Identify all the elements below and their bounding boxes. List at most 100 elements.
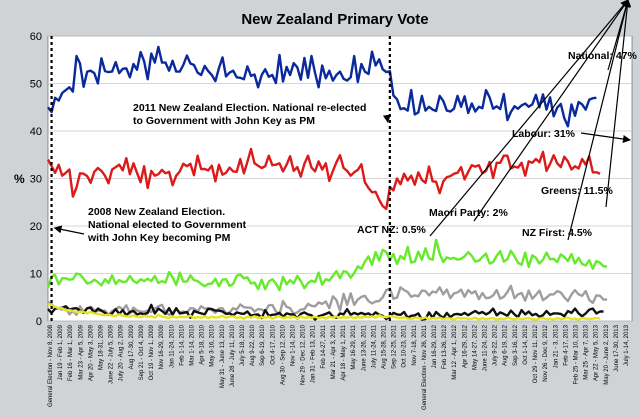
y-tick-label: 60 [30,31,42,43]
x-tick-label: Feb 16 - Mar 1, 2009 [68,324,74,381]
x-tick-label: Nov 29 - Dec 12, 2010 [301,324,307,385]
x-tick-label: Nov 7-18, 2011 [412,324,418,365]
y-axis-label: % [14,172,25,186]
grid [48,35,632,322]
series-line-labour [46,147,601,211]
annotation-arrow [567,0,631,241]
x-tick-label: Mar 1-14, 2010 [189,324,195,365]
y-axis: 0 10 20 30 40 50 60 [30,31,42,328]
x-tick-label: Jan 31 - Feb 13, 2011 [311,324,317,383]
annotations: 2011 New Zealand Election. National re-e… [53,0,638,244]
x-tick-label: May 3-16, 2010 [210,324,216,366]
x-tick-label: Sep 21 - Oct 4, 2009 [139,324,145,380]
x-tick-label: Feb 13-26, 2012 [442,324,448,369]
annotation-greens: Greens: 11.5% [541,0,632,208]
x-tick-label: June 13-26, 2011 [361,324,367,371]
annotation-text: to Government with John Key as PM [133,115,315,127]
annotation-nz-first: NZ First: 4.5% [522,0,631,241]
x-tick-label: Oct 4-17, 2010 [270,324,276,364]
x-tick-label: Sep 3-16, 2012 [513,324,519,366]
series-line-national [47,45,597,128]
annotation-arrow [53,225,85,235]
x-tick-label: Sep 12-25, 2011 [392,324,398,369]
annotation-text: NZ First: 4.5% [522,227,593,239]
x-tick-label: May 31 - June 13, 2010 [220,324,226,388]
x-tick-label: July 1-14, 2013 [624,324,630,366]
x-tick-label: Mar 12 - Apr 1, 2012 [452,324,458,379]
x-tick-label: July 20 - Aug 2, 2009 [119,324,125,381]
x-tick-label: Oct 1-14, 2012 [523,324,529,364]
x-tick-label: July 5-18, 2010 [240,324,246,366]
x-tick-label: Feb 14-27, 2011 [321,324,327,368]
series-line-act-nz [47,302,601,321]
annotation-2011-election: 2011 New Zealand Election. National re-e… [133,102,391,127]
x-tick-label: Apr 5-18, 2010 [200,324,206,364]
x-tick-label: Oct 29 - Nov 11, 2012 [533,324,539,383]
x-tick-label: June 17-30, 2013 [614,324,620,371]
annotation-text: Maori Party: 2% [429,207,508,219]
annotation-arrow [605,0,632,208]
annotation-arrow [429,0,629,237]
x-tick-label: Aug 15-28, 2011 [381,324,387,369]
annotation-text: National elected to Government [88,219,247,231]
x-tick-label: Jan 21 - 3, 2013 [553,324,559,368]
x-tick-label: Feb 1-14, 2010 [179,324,185,365]
series-line-greens [46,238,608,292]
x-tick-label: Mar 23 - Apr 5, 2009 [78,324,84,379]
x-tick-label: Nov 16-29, 2009 [159,324,165,369]
annotation-labour: Labour: 31% [512,128,631,143]
x-tick-label: Aug 6-19, 2012 [503,324,509,366]
x-tick-label: Nov 26 - Dec 9, 2012 [543,324,549,381]
y-tick-label: 10 [30,269,42,281]
x-tick-label: Feb 4-17, 2013 [563,324,569,365]
annotation-act-nz: ACT NZ: 0.5% [357,0,629,237]
x-tick-label: Sep 6-19, 2010 [260,324,266,366]
annotation-text: National: 47% [568,50,638,62]
x-tick-label: June 22 - July 5, 2009 [109,324,115,384]
annotation-2008-election: 2008 New Zealand Election.National elect… [53,206,247,244]
annotation-arrow [473,0,629,222]
x-tick-label: Mar 25 - Apr 7, 2013 [584,324,590,379]
annotation-text: 2008 New Zealand Election. [88,206,225,218]
y-tick-label: 0 [36,316,42,328]
series-group [46,45,608,321]
x-tick-label: Apr 20 - May 3, 2009 [88,324,94,381]
x-tick-label: General Election - Nov 26, 2011 [422,324,428,410]
x-tick-label: July 9-22, 2012 [493,324,499,366]
y-tick-label: 40 [30,126,42,138]
y-tick-label: 20 [30,221,42,233]
y-tick-label: 30 [30,174,42,186]
x-tick-label: Aug 9-22, 2010 [250,324,256,366]
x-tick-label: Mar 21 - Apr 3, 2011 [331,324,337,379]
x-tick-label: Apr 22 - May 5, 2013 [594,324,600,381]
x-tick-label: Jan 19 - Feb 1, 2009 [58,324,64,380]
x-tick-label: Aug 17-30, 2009 [129,324,135,369]
x-tick-label: May 16-29, 2011 [351,324,357,369]
annotation-text: with John Key becoming PM [87,232,231,244]
x-tick-label: Jan 16-29, 2012 [432,324,438,368]
x-tick-label: June 11-24, 2012 [483,324,489,371]
x-tick-label: May 18-31, 2009 [99,324,105,370]
x-tick-label: May 20 - June 2, 2013 [604,324,610,384]
x-tick-label: Feb 25 - Mar 10, 2013 [573,324,579,384]
x-tick-label: Jan 11-24, 2010 [169,324,175,368]
x-tick-label: Oct 10-23, 2011 [402,324,408,367]
x-tick-label: General Election - Nov 8, 2008 [48,324,54,407]
annotation-arrow [382,114,391,123]
annotation-maori-party: Maori Party: 2% [429,0,629,222]
annotation-arrow [580,132,631,143]
x-tick-label: Nov 1-14, 2010 [291,324,297,366]
x-tick-label: Apr 18 - May 1, 2011 [341,324,347,380]
x-tick-label: Oct 19 - Nov 1, 2009 [149,324,155,380]
series-line-nz-first [47,284,608,316]
x-tick-label: July 11-24, 2011 [371,324,377,368]
annotation-text: Greens: 11.5% [541,185,613,197]
annotation-text: 2011 New Zealand Election. National re-e… [133,102,366,114]
x-tick-label: Apr 16-29, 2012 [462,324,468,368]
annotation-text: Labour: 31% [512,128,576,140]
x-tick-label: Aug 30 - Sep 12, 2010 [280,324,286,385]
chart-title: New Zealand Primary Vote [241,11,428,28]
annotation-text: ACT NZ: 0.5% [357,224,427,236]
